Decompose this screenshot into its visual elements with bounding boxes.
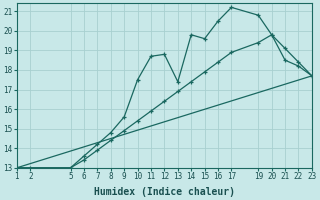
X-axis label: Humidex (Indice chaleur): Humidex (Indice chaleur) bbox=[94, 186, 235, 197]
